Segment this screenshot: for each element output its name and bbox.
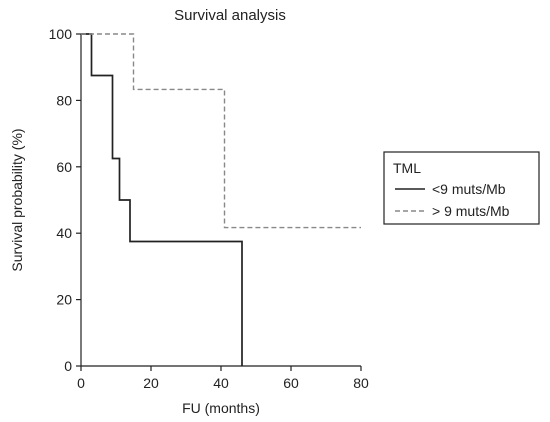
legend-box [383,151,540,225]
y-axis-label: Survival probability (%) [9,128,25,271]
x-axis-label: FU (months) [182,400,260,416]
y-tick-label: 100 [49,26,73,42]
x-ticks: 0 20 40 60 80 [77,366,369,391]
y-ticks: 0 20 40 60 80 100 [49,26,81,374]
x-tick-label: 40 [213,375,229,391]
x-tick-label: 20 [143,375,159,391]
legend-entry-low: <9 muts/Mb [432,181,506,197]
y-tick-label: 60 [56,159,72,175]
x-tick-label: 0 [77,375,85,391]
legend: TML <9 muts/Mb > 9 muts/Mb [383,151,540,225]
y-tick-label: 20 [56,292,72,308]
chart-title: Survival analysis [174,7,286,24]
y-tick-label: 40 [56,225,72,241]
legend-entry-high: > 9 muts/Mb [432,203,510,219]
series-group [81,33,361,366]
x-tick-label: 60 [283,375,299,391]
series-high-tml-line [81,33,361,229]
y-tick-label: 0 [64,358,72,374]
x-tick-label: 80 [353,375,369,391]
y-tick-label: 80 [56,92,72,108]
legend-title: TML [393,160,421,176]
series-low-tml-line [81,33,243,366]
